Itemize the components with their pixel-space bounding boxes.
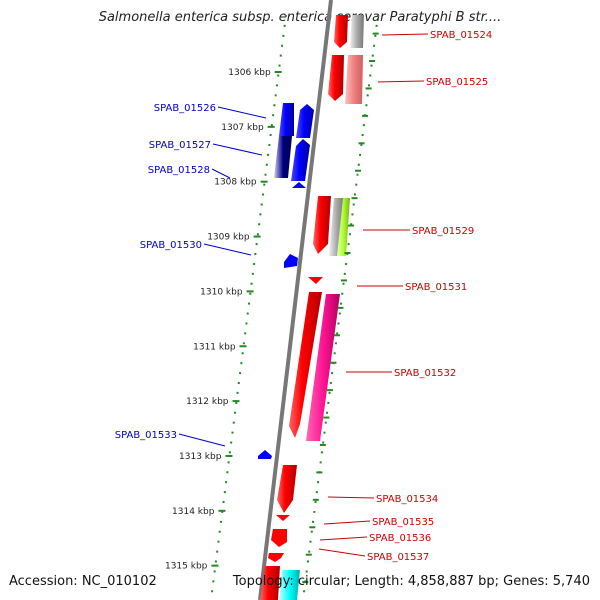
accession-text: Accession: NC_010102 — [9, 574, 157, 589]
topology-text: Topology: circular; Length: 4,858,887 bp… — [232, 574, 590, 589]
gene-label-leader — [217, 106, 267, 119]
gene-label-SPAB_01525[interactable]: SPAB_01525 — [426, 77, 488, 88]
gene-feature-SPAB_01530[interactable] — [284, 254, 298, 268]
gene-feature-SPAB_01524b[interactable] — [350, 15, 364, 48]
ruler-ticks: 1306 kbp 1307 kbp 1308 kbp 1309 kbp 1310 kbp… — [165, 32, 379, 584]
gene-feature-SPAB_01525[interactable] — [328, 55, 344, 101]
gene-label-SPAB_01534[interactable]: SPAB_01534 — [376, 494, 438, 505]
gene-label-SPAB_01532[interactable]: SPAB_01532 — [394, 368, 456, 379]
gene-feature-SPAB_01527b[interactable] — [291, 139, 310, 181]
gene-feature-SPAB_01532b[interactable] — [306, 294, 340, 441]
gene-label-SPAB_01536[interactable]: SPAB_01536 — [369, 533, 431, 544]
gene-feature-SPAB_01537[interactable] — [268, 553, 284, 562]
gene-label-SPAB_01527[interactable]: SPAB_01527 — [149, 140, 211, 151]
gene-feature-SPAB_01529c[interactable] — [337, 198, 350, 256]
gene-feature-bottom-red[interactable] — [260, 566, 280, 600]
gene-label-leader — [203, 243, 252, 256]
gene-label-leader — [212, 143, 263, 156]
tick-label: 1307 kbp — [221, 123, 264, 133]
gene-label-SPAB_01529[interactable]: SPAB_01529 — [412, 226, 474, 237]
gene-feature-SPAB_01528[interactable] — [292, 182, 306, 188]
backbone — [258, 0, 333, 600]
gene-label-SPAB_01531[interactable]: SPAB_01531 — [405, 282, 467, 293]
gene-label-leader — [318, 548, 366, 557]
guide-line-outer-left — [210, 14, 287, 600]
gene-feature-SPAB_01531[interactable] — [308, 277, 323, 284]
gene-label-leader — [319, 536, 368, 541]
gene-label-SPAB_01524[interactable]: SPAB_01524 — [430, 30, 492, 41]
tick-label: 1313 kbp — [179, 452, 222, 462]
gene-label-leader — [327, 496, 375, 499]
gene-labels: SPAB_01524 SPAB_01525 SPAB_01526 SPAB_01527… — [115, 30, 493, 563]
gene-feature-SPAB_01535[interactable] — [276, 515, 290, 521]
gene-feature-SPAB_01536[interactable] — [271, 529, 287, 547]
gene-feature-SPAB_01532[interactable] — [289, 292, 322, 438]
gene-feature-bottom-cyan[interactable] — [279, 570, 300, 600]
tick-label: 1314 kbp — [172, 507, 215, 517]
gene-label-leader — [323, 520, 371, 525]
gene-label-SPAB_01530[interactable]: SPAB_01530 — [140, 240, 202, 251]
gene-label-SPAB_01537[interactable]: SPAB_01537 — [367, 552, 429, 563]
gene-label-SPAB_01528[interactable]: SPAB_01528 — [148, 165, 210, 176]
gene-label-SPAB_01535[interactable]: SPAB_01535 — [372, 517, 434, 528]
gene-feature-SPAB_01524[interactable] — [334, 15, 348, 48]
gene-feature-SPAB_01533[interactable] — [258, 450, 272, 459]
guide-line-outer-right — [302, 14, 379, 600]
tick-label: 1312 kbp — [186, 397, 229, 407]
gene-label-SPAB_01533[interactable]: SPAB_01533 — [115, 430, 177, 441]
gene-feature-SPAB_01534[interactable] — [277, 465, 297, 513]
gene-feature-SPAB_01527[interactable] — [274, 136, 292, 178]
gene-label-leader — [381, 33, 429, 36]
gene-feature-SPAB_01525b[interactable] — [345, 55, 363, 104]
gene-feature-SPAB_01529[interactable] — [313, 196, 331, 254]
tick-label: 1309 kbp — [207, 233, 250, 243]
gene-label-leader — [211, 168, 231, 179]
tick-label: 1306 kbp — [228, 68, 271, 78]
tick-label: 1315 kbp — [165, 562, 208, 572]
tick-label: 1311 kbp — [193, 342, 236, 352]
gene-label-leader — [178, 433, 226, 447]
gene-feature-SPAB_01526b[interactable] — [296, 104, 314, 138]
tick-label: 1310 kbp — [200, 287, 243, 297]
map-title: Salmonella enterica subsp. enterica sero… — [98, 10, 502, 25]
gene-label-leader — [377, 80, 425, 83]
gene-label-SPAB_01526[interactable]: SPAB_01526 — [154, 103, 216, 114]
gene-feature-SPAB_01526[interactable] — [279, 103, 294, 136]
tick-label: 1308 kbp — [214, 178, 257, 188]
